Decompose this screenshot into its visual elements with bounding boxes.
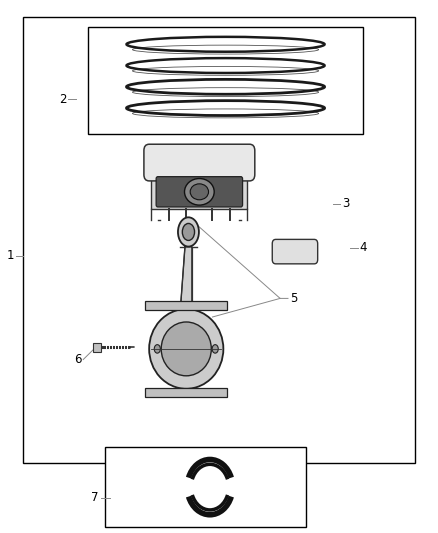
Polygon shape [180, 247, 192, 306]
Text: 1: 1 [6, 249, 14, 262]
Text: 3: 3 [342, 197, 350, 211]
Bar [93, 343, 101, 352]
Text: 4: 4 [360, 241, 367, 254]
FancyBboxPatch shape [156, 176, 243, 207]
FancyBboxPatch shape [144, 144, 255, 181]
Ellipse shape [149, 309, 223, 389]
Text: 7: 7 [92, 491, 99, 504]
Ellipse shape [154, 345, 160, 353]
Text: 6: 6 [74, 353, 81, 366]
Ellipse shape [182, 223, 194, 240]
FancyBboxPatch shape [151, 174, 247, 209]
Bar [88, 27, 363, 134]
Ellipse shape [178, 217, 199, 247]
Text: 5: 5 [290, 292, 297, 305]
Ellipse shape [184, 179, 214, 205]
Ellipse shape [161, 322, 211, 376]
Ellipse shape [212, 345, 218, 353]
Text: 2: 2 [59, 93, 66, 106]
Bar [106, 447, 306, 527]
Ellipse shape [190, 184, 208, 200]
Bar [145, 387, 227, 397]
Bar [145, 301, 227, 310]
FancyBboxPatch shape [272, 239, 318, 264]
Bar [22, 17, 416, 463]
